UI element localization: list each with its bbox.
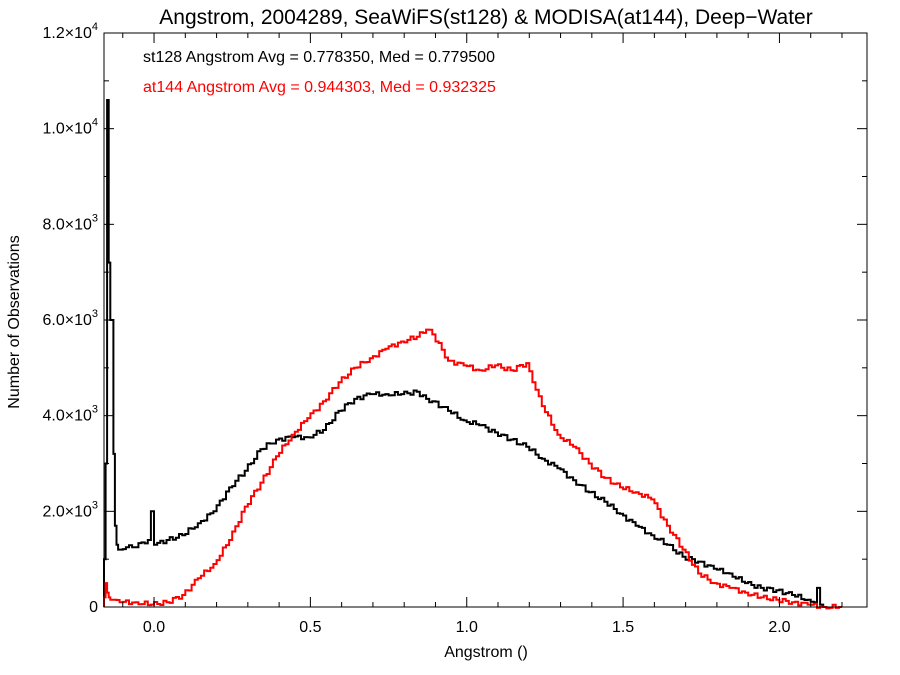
chart-title: Angstrom, 2004289, SeaWiFS(st128) & MODI… (159, 6, 812, 29)
y-tick-label: 6.0×103 (42, 308, 98, 329)
y-tick-label: 8.0×103 (42, 212, 98, 233)
plot-frame (103, 32, 868, 608)
x-tick-label: 2.0 (768, 619, 790, 636)
y-tick-label: 0 (89, 599, 98, 616)
y-tick-label: 1.2×104 (42, 21, 98, 42)
series-st128-annotation: st128 Angstrom Avg = 0.778350, Med = 0.7… (143, 49, 495, 66)
series-at144-annotation: at144 Angstrom Avg = 0.944303, Med = 0.9… (143, 79, 496, 96)
y-tick-label: 1.0×104 (42, 117, 98, 138)
x-tick-label: 0.5 (299, 619, 321, 636)
series-line-at144 (103, 328, 842, 610)
series-layer (103, 99, 842, 610)
y-axis-label: Number of Observations (6, 235, 23, 408)
x-tick-label: 0.0 (143, 619, 165, 636)
series-line-st128 (103, 99, 827, 608)
x-axis-label: Angstrom () (444, 644, 528, 661)
y-tick-label: 2.0×103 (42, 499, 98, 520)
x-tick-label: 1.5 (612, 619, 634, 636)
x-tick-label: 1.0 (456, 619, 478, 636)
tick-layer: 0.0 0.5 1.0 1.5 2.0 0 2.0×103 4.0×103 6.0×103 8.0… (42, 21, 867, 636)
y-tick-label: 4.0×103 (42, 404, 98, 425)
